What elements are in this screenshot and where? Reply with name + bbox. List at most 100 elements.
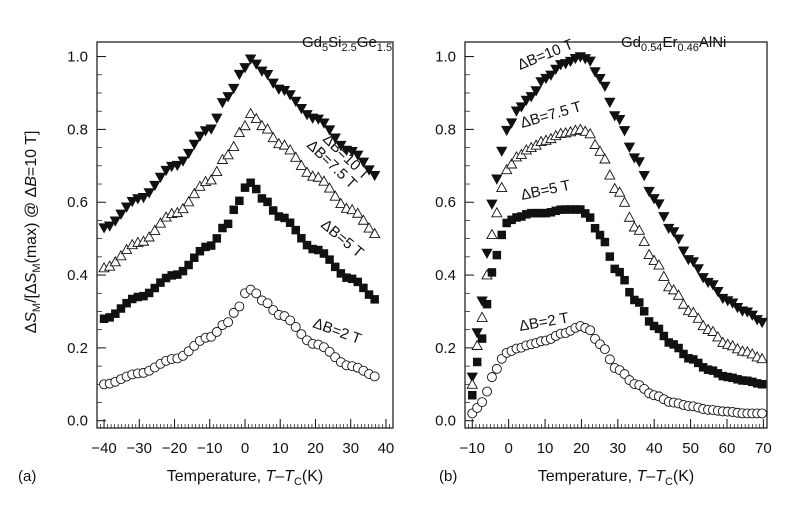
data-point xyxy=(206,241,216,250)
data-point xyxy=(613,115,626,126)
plot-frame xyxy=(464,41,768,429)
data-point xyxy=(182,195,195,207)
data-point xyxy=(205,174,217,185)
data-point xyxy=(222,92,234,103)
data-point xyxy=(156,278,165,287)
data-point xyxy=(105,313,114,322)
data-point xyxy=(551,206,561,216)
data-point xyxy=(541,208,551,218)
data-point xyxy=(639,307,649,316)
data-point xyxy=(698,363,708,372)
data-point xyxy=(285,315,296,326)
data-point xyxy=(466,372,478,383)
data-point xyxy=(353,277,363,287)
data-point xyxy=(143,188,155,199)
data-point xyxy=(171,160,184,172)
data-point xyxy=(195,246,205,256)
data-point xyxy=(502,218,511,228)
data-point xyxy=(756,352,767,364)
x-tick-label: 20 xyxy=(573,440,590,457)
data-point xyxy=(218,223,227,233)
data-point xyxy=(590,224,600,233)
data-point xyxy=(184,260,193,270)
x-tick-label: 70 xyxy=(755,440,772,457)
data-point xyxy=(178,266,188,276)
data-point xyxy=(535,77,547,88)
data-point xyxy=(296,329,307,340)
data-point xyxy=(667,227,680,238)
data-point xyxy=(500,125,513,137)
data-point xyxy=(718,371,728,381)
data-point xyxy=(604,97,616,109)
x-tick-label: 0 xyxy=(241,440,249,457)
data-point xyxy=(325,255,334,264)
panel-a: −40 −30 −20 −10 0 10 20 30 400.00.20.40.60.81.0 … xyxy=(18,34,394,488)
data-point xyxy=(182,148,195,160)
x-axis-title-a: Temperature, T–TC(K) xyxy=(167,468,323,488)
y-tick-label: 0.0 xyxy=(67,413,88,430)
y-tick-label: 0.0 xyxy=(435,413,456,430)
data-point xyxy=(623,211,636,222)
data-point xyxy=(154,217,167,228)
data-point xyxy=(262,298,273,309)
data-point xyxy=(285,218,295,227)
data-point xyxy=(137,193,150,204)
data-point xyxy=(486,372,497,383)
data-point xyxy=(510,106,523,117)
data-point xyxy=(545,70,557,81)
data-point xyxy=(500,163,513,175)
data-point xyxy=(235,196,244,206)
data-point xyxy=(216,98,229,109)
data-point xyxy=(648,194,660,205)
panel-tag-b: (b) xyxy=(439,468,457,485)
data-point xyxy=(712,287,724,298)
data-point xyxy=(633,224,646,235)
data-point xyxy=(708,366,718,375)
data-point xyxy=(263,197,272,207)
data-point xyxy=(256,119,268,131)
data-point xyxy=(512,213,521,222)
data-point xyxy=(104,221,116,232)
series-group-b xyxy=(466,52,767,419)
data-point xyxy=(495,181,508,192)
data-point xyxy=(144,288,154,298)
data-point xyxy=(351,207,364,218)
data-point xyxy=(507,215,516,225)
data-point xyxy=(116,304,126,313)
x-tick-label: 40 xyxy=(378,440,395,457)
data-point xyxy=(687,306,700,317)
x-tick-label: 30 xyxy=(609,440,626,457)
data-point xyxy=(491,206,503,218)
data-point xyxy=(139,291,148,301)
data-point xyxy=(115,209,127,220)
data-point xyxy=(684,354,693,363)
data-point xyxy=(644,317,654,326)
data-point xyxy=(658,270,670,281)
data-point xyxy=(122,298,131,308)
data-point xyxy=(126,196,138,208)
data-point xyxy=(536,208,546,218)
data-point xyxy=(653,259,665,270)
data-point xyxy=(346,203,358,215)
data-point xyxy=(244,107,257,119)
data-point xyxy=(250,59,262,70)
data-point xyxy=(133,292,143,302)
x-tick-label: 40 xyxy=(646,440,663,457)
panel-tag-a: (a) xyxy=(18,468,36,485)
data-point xyxy=(251,288,262,299)
data-point xyxy=(194,131,206,142)
data-point xyxy=(635,298,644,307)
data-point xyxy=(669,340,678,349)
data-point xyxy=(677,298,690,309)
data-point xyxy=(599,344,610,355)
data-point xyxy=(486,199,498,210)
x-tick-label: 10 xyxy=(272,440,289,457)
data-point xyxy=(369,371,380,382)
data-point xyxy=(757,408,767,419)
data-point xyxy=(295,104,308,115)
data-point xyxy=(302,240,312,250)
data-point xyxy=(368,227,381,239)
data-point xyxy=(223,219,233,229)
data-point xyxy=(363,222,375,233)
data-point xyxy=(625,287,634,297)
